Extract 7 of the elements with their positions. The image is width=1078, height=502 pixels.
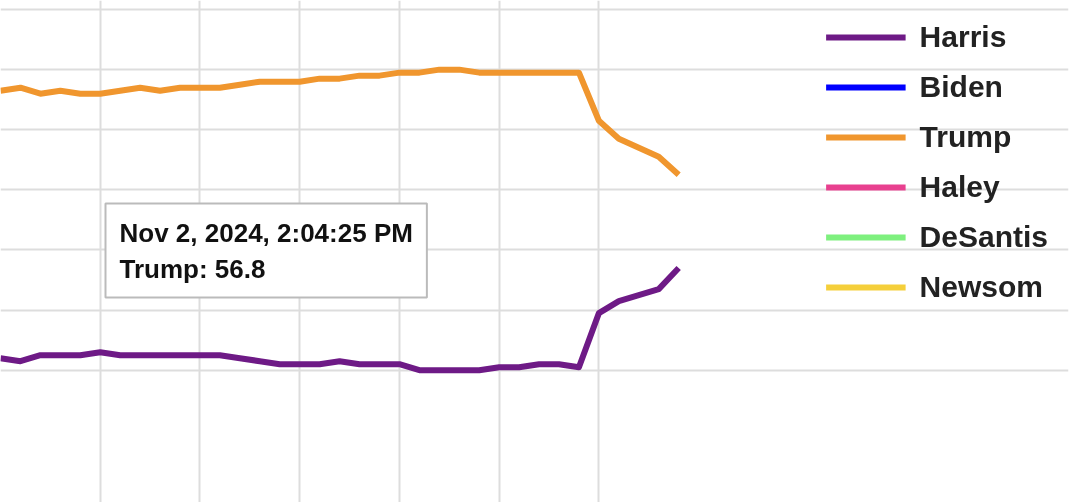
legend-label: Newsom [919,270,1043,304]
legend-label: Haley [919,170,1000,204]
legend-label: DeSantis [919,220,1048,254]
legend-label: Trump [919,120,1012,154]
legend-label: Harris [919,20,1007,54]
annotation: Nov 2, 2024, 2:04:25 PM Trump: 56.8 [119,217,413,284]
legend-label: Biden [919,70,1003,104]
